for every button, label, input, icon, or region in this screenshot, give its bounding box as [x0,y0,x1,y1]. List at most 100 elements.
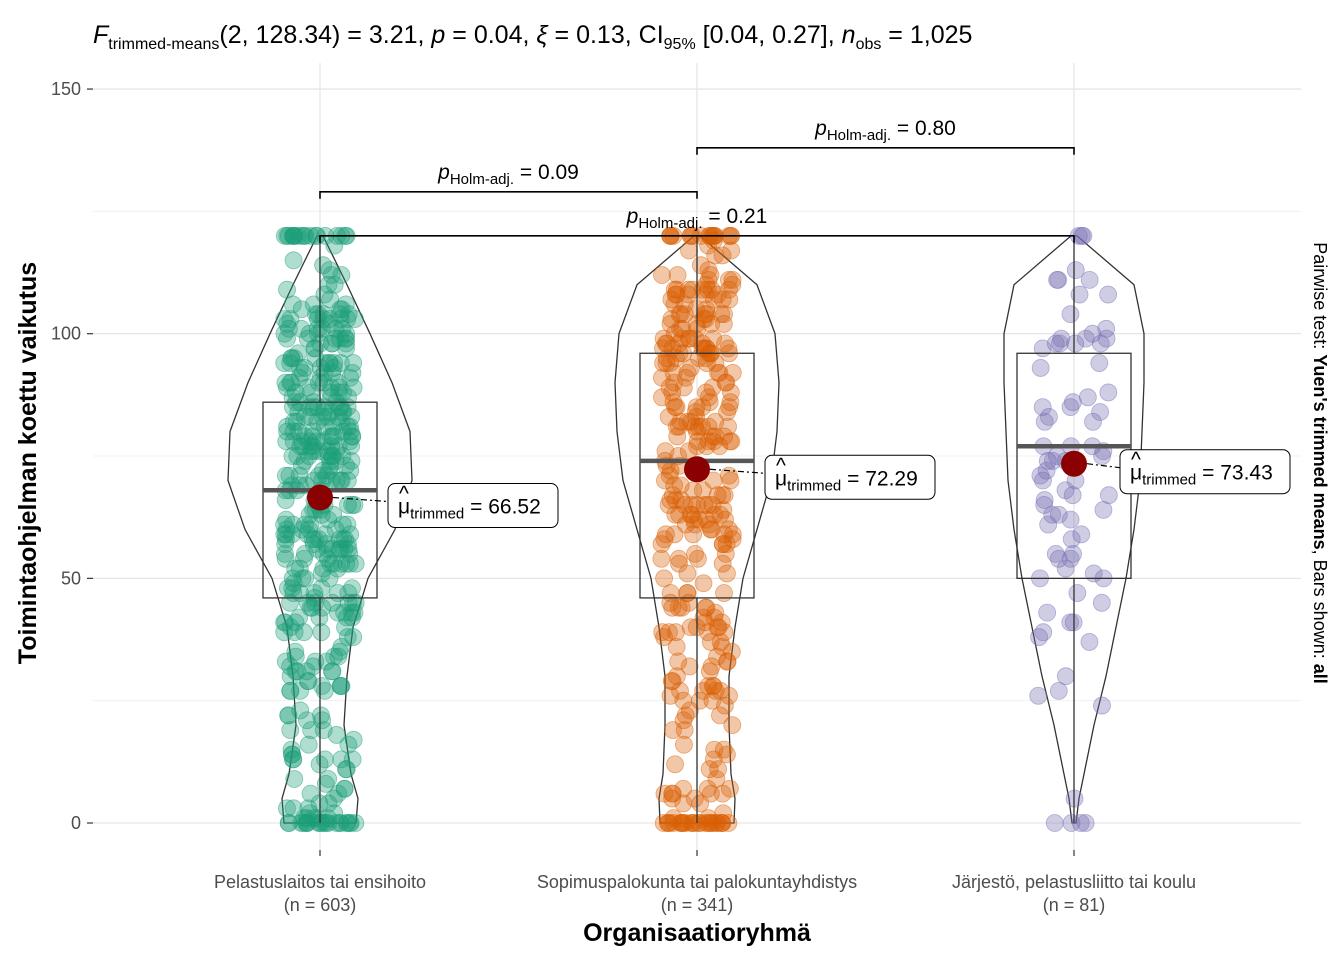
data-point [715,305,733,324]
data-point [1037,461,1056,480]
data-point [694,310,713,328]
data-point [330,642,349,661]
data-point [294,437,312,456]
data-point [305,339,324,358]
data-point [276,652,295,671]
data-point [345,496,364,514]
data-point [678,564,697,583]
data-point [674,711,693,730]
x-tick-count: (n = 81) [1043,895,1106,915]
y-tick-label: 50 [61,568,81,588]
data-point [723,363,742,382]
data-point [1099,285,1118,304]
data-point [1043,505,1062,524]
data-point [335,603,353,622]
data-point [1048,270,1066,289]
data-point [697,383,715,402]
data-point [667,637,686,656]
data-point [1056,481,1075,500]
data-point [663,789,682,808]
data-point [685,814,704,832]
data-point [325,647,344,666]
data-point [669,598,688,617]
data-point [1038,452,1057,470]
data-point [720,686,738,705]
data-point [659,814,677,832]
data-point [325,354,344,372]
data-point [720,270,738,289]
data-point [693,417,712,436]
data-point [694,681,713,700]
data-point [718,403,737,421]
data-point [661,354,680,372]
data-point [1031,466,1050,485]
data-point [286,647,305,666]
data-point [288,226,307,245]
data-point [712,613,731,632]
y-tick-label: 150 [51,79,81,99]
mean-label-box [387,483,559,529]
data-point [298,378,317,397]
data-point [1071,814,1090,832]
data-point [675,735,693,754]
data-point [317,814,336,832]
data-point [346,310,364,328]
data-point [714,315,733,333]
data-point [655,530,674,549]
data-point [276,549,295,568]
data-point [344,628,363,646]
data-point [343,427,362,446]
data-point [290,559,309,578]
data-point [313,407,332,426]
data-point [713,814,732,832]
data-point [704,677,723,695]
data-point [674,378,693,397]
data-point [1033,339,1052,358]
data-point [690,691,709,710]
data-point [704,471,723,490]
data-point [1076,329,1095,348]
data-point [291,437,310,456]
mean-label-text: μtrimmed = 66.52 [398,496,541,523]
data-point [699,814,717,832]
data-point [1061,305,1080,324]
data-point [301,383,320,402]
data-point [655,628,673,646]
data-point [715,584,733,602]
data-point [721,432,739,451]
data-point [338,515,357,534]
data-point [1035,496,1054,514]
data-point [293,363,312,382]
data-point [282,373,301,392]
y-axis-title: Toimintaohjelman koettu vaikutus [14,262,42,664]
data-point [716,544,735,563]
data-point [1072,525,1091,544]
y-tick-label: 0 [71,813,81,833]
data-point [342,452,361,470]
data-point [285,770,304,788]
data-point [281,667,300,686]
data-point [713,554,732,573]
data-point [688,496,707,514]
data-point [343,363,362,382]
data-point [664,814,683,832]
comparison-label: pHolm-adj. = 0.21 [626,205,768,232]
data-point [1070,285,1089,304]
data-point [299,735,318,754]
data-point [303,530,322,549]
data-point [710,363,729,382]
mean-label-leader [1086,463,1121,469]
data-point [295,549,313,568]
y-tick-label: 100 [51,324,81,344]
data-point [654,814,673,832]
data-point [716,334,734,353]
data-point [284,251,303,270]
data-point [296,569,314,588]
data-point [717,745,736,764]
data-point [670,334,689,353]
data-point [292,300,311,319]
data-point [329,373,348,392]
trimmed-mean-point [1061,450,1087,477]
data-point [1084,412,1102,431]
data-point [711,706,729,725]
